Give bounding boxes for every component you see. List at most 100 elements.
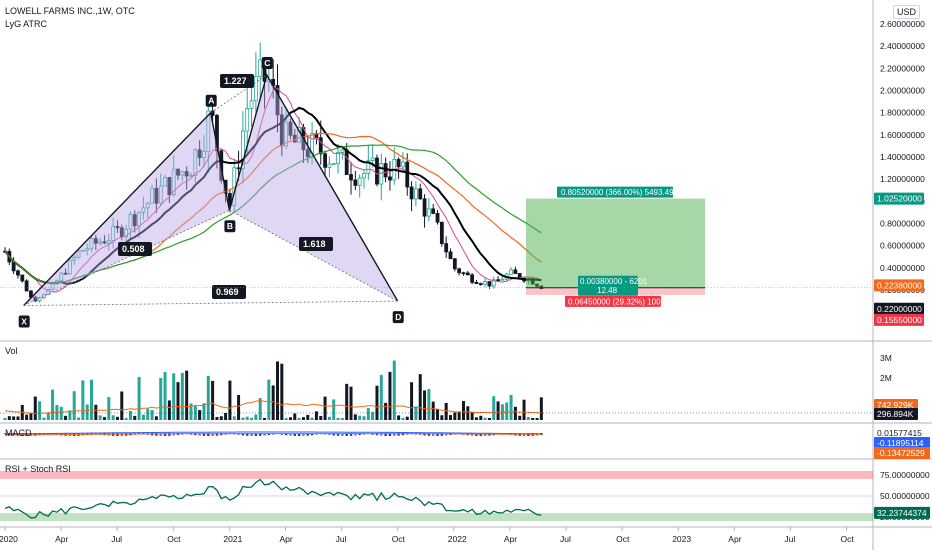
candle-body	[478, 283, 483, 285]
volume-bar	[275, 361, 279, 420]
volume-bar	[25, 414, 29, 420]
candle-body	[236, 167, 241, 170]
volume-bar	[362, 416, 366, 420]
macd-signal-line	[5, 433, 542, 436]
ratio-bcd-label-bg	[299, 237, 333, 251]
candle-body	[461, 272, 466, 275]
volume-bar	[115, 416, 119, 420]
time-tick-label: Apr	[728, 534, 741, 544]
position-mid-bg	[578, 275, 638, 296]
candle-body	[253, 76, 258, 102]
candle-body	[33, 296, 38, 302]
volume-bar	[219, 416, 223, 420]
volume-bar	[470, 411, 474, 420]
macd-histogram-bar	[94, 433, 98, 435]
badge-last-price-bg	[874, 279, 924, 292]
volume-bar	[375, 385, 379, 420]
volume-bar	[483, 417, 487, 420]
badge-stop-price: 0.15550000	[877, 315, 922, 325]
candle-body	[465, 272, 470, 276]
pattern-point-badge	[224, 220, 236, 233]
volume-bar	[379, 374, 383, 420]
ratio-bcd-label: 1.618	[303, 239, 326, 249]
candle-body	[336, 152, 340, 165]
volume-bar	[102, 417, 106, 420]
volume-bar	[33, 396, 37, 420]
volume-bar	[384, 402, 388, 420]
candle-body	[176, 168, 180, 176]
volume-bar	[423, 390, 427, 420]
candle-body	[111, 226, 116, 241]
volume-bar	[267, 379, 271, 420]
macd-histogram-bar	[159, 433, 162, 436]
candle-body	[158, 185, 163, 204]
candle-body	[141, 207, 146, 213]
candle-body	[318, 137, 323, 155]
time-tick-label: Oct	[167, 534, 181, 544]
volume-bar	[167, 400, 171, 420]
price-tick-label: 0.80000000	[880, 219, 925, 229]
time-tick-label: Oct	[841, 534, 855, 544]
volume-bar	[436, 409, 440, 420]
candle-body	[59, 272, 64, 282]
volume-bar	[288, 417, 292, 420]
candle-body	[63, 272, 68, 275]
pattern-point-badge	[261, 57, 273, 70]
candle-body	[284, 121, 289, 147]
volume-bar	[345, 383, 349, 420]
volume-bar	[133, 415, 137, 420]
volume-bar	[189, 403, 193, 420]
volume-bar	[77, 417, 81, 420]
currency-badge[interactable]: USD	[893, 5, 921, 19]
pattern-point-badge	[392, 311, 404, 324]
volume-bar	[16, 416, 20, 420]
volume-ma-line	[4, 399, 542, 414]
volume-bar	[150, 409, 154, 420]
macd-histogram-bar	[215, 433, 219, 436]
volume-bar	[358, 415, 362, 420]
time-tick-label: Oct	[616, 534, 630, 544]
time-tick-label: Jul	[784, 534, 795, 544]
candle-body	[106, 240, 111, 244]
volume-bar	[323, 396, 327, 420]
macd-histogram-bar	[168, 433, 171, 436]
volume-bar	[297, 417, 301, 420]
volume-bar	[94, 404, 98, 420]
candle-body	[288, 121, 293, 136]
candle-body	[115, 226, 120, 229]
candle-body	[20, 274, 25, 282]
badge-macd-line-bg	[874, 437, 930, 449]
volume-tick-3m: 3M	[880, 353, 892, 363]
volume-bar	[46, 413, 50, 420]
macd-histogram-bar	[297, 433, 301, 436]
volume-tick-2m: 2M	[880, 373, 892, 383]
volume-bar	[12, 416, 16, 420]
candle-body	[349, 174, 353, 181]
volume-bar	[539, 397, 543, 420]
candle-body	[331, 163, 336, 166]
candle-body	[470, 274, 475, 283]
price-tick-label: 1.40000000	[880, 152, 925, 162]
volume-bar	[224, 412, 228, 420]
candle-body	[396, 159, 401, 168]
candle-body	[228, 193, 232, 206]
candle-body	[89, 238, 94, 250]
macd-histogram-bar	[267, 433, 271, 436]
badge-entry-price-bg	[874, 302, 924, 315]
volume-bar	[206, 375, 210, 420]
volume-bar	[492, 396, 496, 420]
candle-body	[72, 256, 77, 261]
badge-last-price: 0.22380000	[877, 280, 922, 290]
volume-bar	[154, 416, 158, 420]
volume-bar	[38, 401, 42, 420]
macd-histogram-bar	[289, 433, 292, 436]
candle-body	[46, 289, 51, 296]
moving-average-line	[4, 144, 542, 284]
macd-histogram-bar	[397, 433, 400, 436]
macd-histogram-bar	[375, 433, 379, 436]
volume-bar	[526, 417, 530, 420]
volume-bar	[202, 403, 206, 420]
ratio-abc-label-bg	[220, 74, 254, 88]
position-mid-label-1: 0.00380000 - 6201	[580, 277, 648, 286]
